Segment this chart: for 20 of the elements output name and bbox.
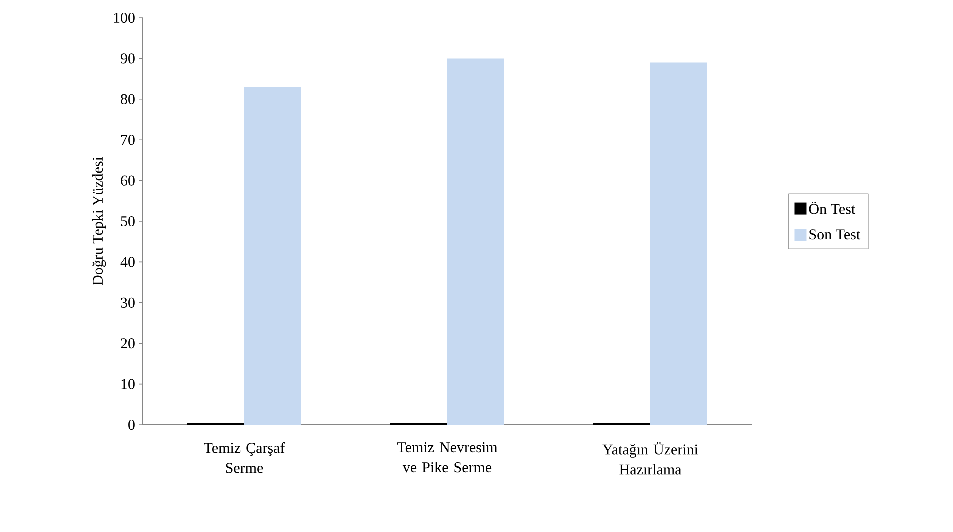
x-tick-label: Temiz Çarşaf Serme: [204, 442, 286, 474]
y-tick-label: 100: [114, 12, 135, 24]
legend-label: Son Test: [810, 230, 861, 240]
y-axis-title: Doğru Tepki Yüzdesi: [92, 157, 106, 286]
bar: [650, 62, 708, 425]
bar: [448, 58, 504, 425]
x-tick-label: Temiz Nevresim ve Pike Serme: [397, 442, 498, 473]
y-tick-label: 30: [121, 298, 135, 308]
y-tick-label: 40: [120, 257, 135, 268]
y-tick-label: 90: [120, 54, 135, 64]
y-tick-label: 10: [122, 379, 135, 390]
bar: [244, 87, 302, 425]
y-tick-label: 0: [128, 420, 135, 430]
y-tick-label: 20: [121, 338, 135, 349]
y-tick-label: 60: [121, 176, 135, 186]
y-tick-label: 80: [121, 94, 135, 104]
y-tick-label: 70: [121, 135, 135, 146]
y-tick-label: 50: [121, 216, 135, 227]
x-tick-label: Yatağın Üzerini Hazırlama: [602, 442, 698, 475]
legend-label: Ön Test: [809, 202, 856, 214]
